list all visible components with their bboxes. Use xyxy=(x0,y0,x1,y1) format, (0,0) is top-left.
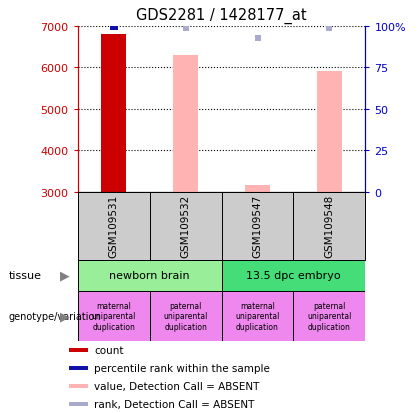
Point xyxy=(254,35,261,42)
Bar xyxy=(150,291,222,341)
Point xyxy=(326,25,333,32)
Text: newborn brain: newborn brain xyxy=(109,271,190,281)
Point xyxy=(110,24,117,30)
Bar xyxy=(317,72,342,192)
Bar xyxy=(78,192,150,260)
Point xyxy=(182,25,189,32)
Text: tissue: tissue xyxy=(8,271,42,281)
Bar xyxy=(69,366,88,370)
Text: value, Detection Call = ABSENT: value, Detection Call = ABSENT xyxy=(94,381,260,391)
Bar xyxy=(69,348,88,352)
Bar xyxy=(222,291,294,341)
Bar xyxy=(78,260,222,291)
Text: paternal
uniparental
duplication: paternal uniparental duplication xyxy=(307,301,352,331)
Text: paternal
uniparental
duplication: paternal uniparental duplication xyxy=(163,301,208,331)
Bar xyxy=(222,192,294,260)
Text: ▶: ▶ xyxy=(60,309,70,323)
Bar xyxy=(222,260,365,291)
Text: GSM109547: GSM109547 xyxy=(252,195,262,258)
Bar xyxy=(69,384,88,388)
Bar xyxy=(69,402,88,406)
Text: percentile rank within the sample: percentile rank within the sample xyxy=(94,363,270,373)
Text: GSM109532: GSM109532 xyxy=(181,195,191,258)
Bar xyxy=(294,192,365,260)
Text: 13.5 dpc embryo: 13.5 dpc embryo xyxy=(246,271,341,281)
Text: maternal
uniparental
duplication: maternal uniparental duplication xyxy=(92,301,136,331)
Bar xyxy=(150,192,222,260)
Text: GSM109531: GSM109531 xyxy=(109,195,119,258)
Text: ▶: ▶ xyxy=(60,269,70,282)
Bar xyxy=(294,291,365,341)
Bar xyxy=(101,35,126,192)
Text: genotype/variation: genotype/variation xyxy=(8,311,101,321)
Text: GSM109548: GSM109548 xyxy=(324,195,334,258)
Title: GDS2281 / 1428177_at: GDS2281 / 1428177_at xyxy=(136,8,307,24)
Text: maternal
uniparental
duplication: maternal uniparental duplication xyxy=(235,301,280,331)
Bar xyxy=(173,56,198,192)
Bar xyxy=(78,291,150,341)
Bar xyxy=(245,186,270,192)
Text: rank, Detection Call = ABSENT: rank, Detection Call = ABSENT xyxy=(94,399,255,409)
Text: count: count xyxy=(94,345,124,355)
